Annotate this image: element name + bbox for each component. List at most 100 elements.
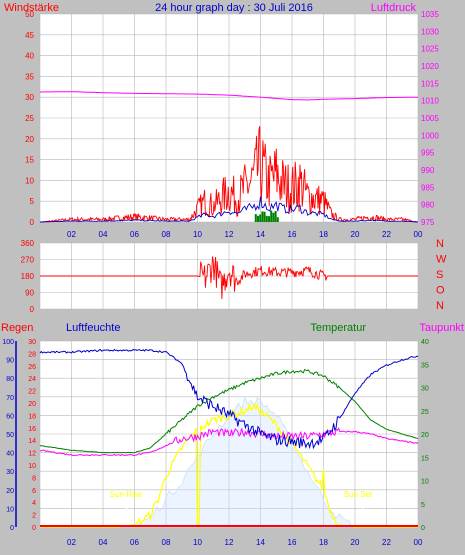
rain-tick-label: 14 (28, 438, 36, 445)
pressure-tick-label: 1030 (421, 27, 439, 36)
temperature-axis: 40 35 30 25 20 15 10 5 0 (421, 339, 429, 532)
humidity-axis-title: Luftfeuchte (66, 322, 120, 334)
temperature-axis-title: Temperatur (310, 322, 366, 334)
climate-x-tick-label: 10 (193, 538, 202, 547)
wind-grid (39, 13, 419, 223)
wind-bar (256, 215, 259, 222)
direction-left-axis: 360 270 180 90 0 (21, 239, 35, 314)
wind-x-tick-label: 10 (193, 230, 202, 239)
rain-tick-label: 8 (32, 475, 36, 482)
wind-bar (259, 214, 262, 222)
direction-tick-label: 90 (25, 289, 34, 298)
humidity-tick-label: 100 (2, 339, 14, 346)
climate-x-tick-label: 16 (288, 538, 297, 547)
wind-bar (263, 211, 266, 222)
wind-average-series (40, 196, 419, 223)
wind-tick-label: 25 (25, 114, 34, 123)
wind-x-tick-label: 18 (319, 230, 328, 239)
climate-x-tick-label: 06 (130, 538, 139, 547)
wind-x-tick-label: 06 (130, 230, 139, 239)
wind-bar (274, 210, 277, 222)
chart-title: 24 hour graph day : 30 Juli 2016 (155, 2, 313, 14)
dewpoint-axis-title: Taupunkt (419, 322, 464, 334)
sunrise-label: Sun Rise (110, 490, 143, 499)
wind-tick-label: 5 (30, 197, 35, 206)
rain-tick-label: 28 (28, 351, 36, 358)
rain-tick-label: 2 (32, 513, 36, 520)
pressure-tick-label: 995 (421, 149, 435, 158)
wind-gust-series (39, 126, 419, 223)
humidity-tick-label: 0 (10, 525, 14, 532)
temperature-tick-label: 40 (421, 339, 429, 346)
wind-x-tick-label: 22 (382, 230, 391, 239)
humidity-tick-label: 40 (6, 451, 14, 458)
pressure-axis-title: Luftdruck (371, 2, 417, 14)
direction-marks (40, 256, 418, 300)
pressure-tick-label: 1035 (421, 10, 439, 19)
temperature-series (40, 369, 419, 454)
humidity-tick-label: 30 (6, 469, 14, 476)
wind-x-tick-label: 20 (351, 230, 360, 239)
direction-tick-label: 180 (21, 272, 35, 281)
pressure-tick-label: 975 (421, 218, 435, 227)
humidity-series (39, 348, 419, 450)
climate-x-axis: 02 04 06 08 10 12 14 16 18 20 22 00 (67, 538, 423, 547)
climate-x-tick-label: 02 (67, 538, 76, 547)
compass-letter: W (436, 254, 447, 266)
rain-tick-label: 0 (32, 525, 36, 532)
wind-axis-title: Windstärke (4, 2, 59, 14)
climate-x-tick-label: 00 (414, 538, 423, 547)
pressure-tick-label: 990 (421, 166, 435, 175)
wind-x-tick-label: 00 (414, 230, 423, 239)
wind-x-tick-label: 12 (225, 230, 234, 239)
wind-direction-series (40, 256, 418, 300)
climate-marks (39, 348, 419, 528)
rain-tick-label: 12 (28, 451, 36, 458)
pressure-right-axis: 1035 1030 1025 1020 1015 1010 1005 1000 995 990 98… (421, 10, 439, 227)
pressure-tick-label: 980 (421, 201, 435, 210)
rain-tick-label: 4 (32, 500, 36, 507)
rain-tick-label: 22 (28, 389, 36, 396)
temperature-tick-label: 20 (421, 432, 429, 439)
climate-x-tick-label: 14 (256, 538, 265, 547)
rain-tick-label: 20 (28, 401, 36, 408)
temperature-tick-label: 5 (421, 502, 425, 509)
pressure-tick-label: 1020 (421, 62, 439, 71)
wind-bar (272, 212, 275, 222)
compass-letter: S (436, 269, 443, 281)
wind-bar (254, 214, 257, 222)
wind-marks (39, 91, 419, 223)
pressure-tick-label: 1015 (421, 79, 439, 88)
humidity-tick-label: 20 (6, 488, 14, 495)
wind-x-tick-label: 04 (99, 230, 108, 239)
compass-letter: N (436, 300, 444, 312)
rain-tick-label: 6 (32, 488, 36, 495)
pressure-tick-label: 1010 (421, 97, 439, 106)
rain-tick-label: 30 (28, 339, 36, 346)
wind-tick-label: 0 (30, 218, 35, 227)
rain-tick-label: 18 (28, 413, 36, 420)
wind-tick-label: 45 (25, 31, 34, 40)
wind-x-tick-label: 14 (256, 230, 265, 239)
wind-x-tick-label: 16 (288, 230, 297, 239)
humidity-tick-label: 90 (6, 358, 14, 365)
direction-tick-label: 360 (21, 239, 35, 248)
rain-axis-title: Regen (1, 322, 33, 334)
pressure-tick-label: 1005 (421, 114, 439, 123)
sunset-label: Sun Set (344, 490, 373, 499)
wind-tick-label: 20 (25, 135, 34, 144)
wind-tick-label: 30 (25, 93, 34, 102)
wind-x-axis: 02 04 06 08 10 12 14 16 18 20 22 00 (67, 230, 423, 239)
climate-x-tick-label: 04 (99, 538, 108, 547)
wind-x-tick-label: 08 (162, 230, 171, 239)
compass-letter: N (436, 238, 444, 250)
wind-bar (270, 210, 273, 222)
rain-tick-label: 26 (28, 364, 36, 371)
wind-tick-label: 50 (25, 10, 34, 19)
direction-tick-label: 0 (30, 305, 35, 314)
wind-x-tick-label: 02 (67, 230, 76, 239)
temperature-tick-label: 10 (421, 479, 429, 486)
